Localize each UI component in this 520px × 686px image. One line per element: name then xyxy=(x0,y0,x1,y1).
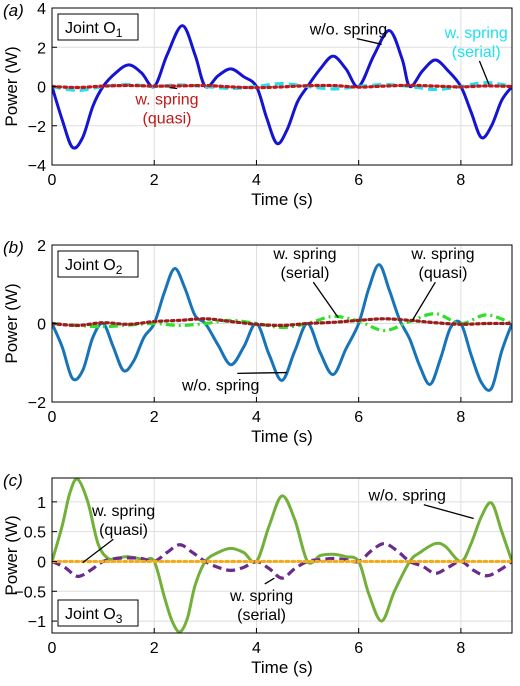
annotation-text: w. spring xyxy=(444,25,508,42)
annotation-text: (quasi) xyxy=(143,111,192,128)
annotation-leader xyxy=(264,577,275,585)
annotation-leader xyxy=(82,538,114,564)
series-line-3 xyxy=(52,83,512,90)
annotation-text: w. spring xyxy=(272,246,336,263)
panel-label: (c) xyxy=(3,471,23,490)
series-line-2 xyxy=(52,541,512,580)
y-tick-label: 2 xyxy=(37,40,46,57)
x-tick-label: 4 xyxy=(252,409,261,426)
x-tick-label: 6 xyxy=(354,409,363,426)
y-axis-label: Power (W) xyxy=(2,515,21,595)
x-tick-label: 4 xyxy=(252,640,261,657)
x-axis-label: Time (s) xyxy=(251,190,313,209)
annotation-text: w/o. spring xyxy=(181,377,259,394)
panel-label: (a) xyxy=(3,1,24,20)
y-tick-label: −2 xyxy=(28,395,46,412)
y-tick-label: 0 xyxy=(37,80,46,97)
annotation-leader xyxy=(478,60,490,85)
x-axis-label: Time (s) xyxy=(251,427,313,446)
annotation-text: w. spring xyxy=(410,246,474,263)
annotation-text: w. spring xyxy=(229,588,293,605)
x-tick-label: 8 xyxy=(456,172,465,189)
x-tick-label: 4 xyxy=(252,172,261,189)
annotation-leader xyxy=(312,281,339,318)
y-tick-label: −0.5 xyxy=(14,584,46,601)
joint-label: Joint O1 xyxy=(65,20,123,40)
y-tick-label: 0 xyxy=(37,317,46,334)
series-line-3 xyxy=(52,317,512,328)
x-tick-label: 6 xyxy=(354,640,363,657)
annotation-text: (serial) xyxy=(237,607,286,624)
joint-label-box xyxy=(57,599,139,627)
joint-label-box xyxy=(57,13,139,41)
x-tick-label: 8 xyxy=(456,640,465,657)
joint-label-box xyxy=(57,250,139,278)
annotation-text: w/o. spring xyxy=(368,488,446,505)
y-tick-label: 0 xyxy=(37,554,46,571)
x-tick-label: 8 xyxy=(456,409,465,426)
x-tick-label: 0 xyxy=(48,172,57,189)
y-axis-label: Power (W) xyxy=(2,283,21,363)
annotation-leader xyxy=(356,37,382,45)
annotation-text: (quasi) xyxy=(99,522,148,539)
y-tick-label: 0.5 xyxy=(24,525,46,542)
y-tick-label: −2 xyxy=(28,119,46,136)
annotation-text: (quasi) xyxy=(419,265,468,282)
y-tick-label: 1 xyxy=(37,495,46,512)
joint-label: Joint O2 xyxy=(65,257,123,277)
annotation-text: (serial) xyxy=(281,265,330,282)
annotation-text: w. spring xyxy=(91,503,155,520)
y-tick-label: −4 xyxy=(28,158,46,175)
axes-frame xyxy=(51,477,513,634)
y-tick-label: 4 xyxy=(37,1,46,18)
y-tick-label: −1 xyxy=(28,614,46,631)
series-line-1 xyxy=(52,24,512,150)
annotation-text: w/o. spring xyxy=(309,22,387,39)
annotation-leader xyxy=(237,371,288,374)
series-line-2 xyxy=(52,80,512,93)
annotation-text: (serial) xyxy=(452,44,501,61)
annotation-text: w. spring xyxy=(134,92,198,109)
joint-label: Joint O3 xyxy=(65,606,123,626)
x-tick-label: 0 xyxy=(48,640,57,657)
x-tick-label: 2 xyxy=(150,409,159,426)
panel-label: (b) xyxy=(3,238,24,257)
annotation-leader xyxy=(423,504,474,520)
series-line-1 xyxy=(52,263,512,392)
panel-3: 0 2 4 6 8 −1 −0.5 0 0.5 1 Time (s) Power (W) (c) Join… xyxy=(2,471,513,677)
x-tick-label: 2 xyxy=(150,172,159,189)
y-axis-label: Power (W) xyxy=(2,46,21,126)
y-tick-label: 2 xyxy=(37,238,46,255)
annotation-leader xyxy=(169,86,178,90)
x-tick-label: 6 xyxy=(354,172,363,189)
annotation-leader xyxy=(411,281,436,321)
x-tick-label: 0 xyxy=(48,409,57,426)
x-axis-label: Time (s) xyxy=(251,658,313,677)
x-tick-label: 2 xyxy=(150,640,159,657)
